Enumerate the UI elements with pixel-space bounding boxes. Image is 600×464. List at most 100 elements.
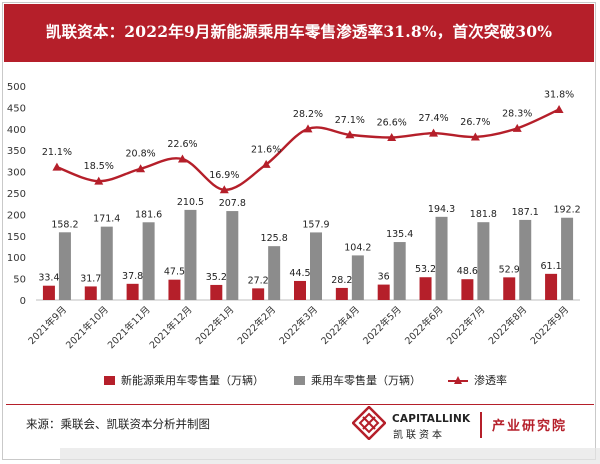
x-tick-label: 2022年7月 [444,304,487,347]
bar-nev-value-label: 35.2 [206,272,227,283]
rate-value-label: 26.6% [377,117,407,128]
bar-total [268,246,281,300]
y-tick-label: 450 [7,103,26,114]
bar-total-value-label: 207.8 [219,198,246,209]
bar-nev [503,277,516,300]
bar-nev [42,285,55,300]
bar-total [351,255,364,300]
bar-nev [252,288,265,300]
bar-nev-value-label: 28.2 [331,275,352,286]
chart-legend: 新能源乘用车零售量（万辆） 乘用车零售量（万辆） 渗透率 [0,372,600,388]
title-banner: 凯联资本：2022年9月新能源乘用车零售渗透率31.8%，首次突破30% [4,4,594,62]
rate-point-marker [429,128,439,137]
bar-total-value-label: 125.8 [261,233,288,244]
y-tick-label: 300 [7,168,26,179]
x-tick-label: 2021年11月 [105,304,153,352]
bar-total [100,226,113,300]
bar-nev-value-label: 44.5 [289,268,310,279]
x-tick-label: 2022年3月 [277,304,320,347]
rate-value-label: 26.7% [460,117,490,128]
rate-point-marker [303,124,313,133]
rate-point-marker [177,154,187,163]
y-tick-label: 50 [13,275,26,286]
bar-nev-value-label: 31.7 [80,273,101,284]
bar-total [393,242,406,300]
bar-total-value-label: 192.2 [553,205,580,216]
rate-value-label: 28.3% [502,108,532,119]
legend-label-nev: 新能源乘用车零售量（万辆） [121,374,264,387]
chart-title: 凯联资本：2022年9月新能源乘用车零售渗透率31.8%，首次突破30% [45,22,553,41]
bar-nev-value-label: 33.4 [38,273,59,284]
y-tick-label: 500 [7,82,26,93]
bar-total-value-label: 181.8 [470,209,497,220]
brand-name-en: CAPITALLINK [392,413,471,425]
bar-nev-value-label: 37.8 [122,271,143,282]
y-tick-label: 0 [20,296,26,307]
bar-total-value-label: 135.4 [386,229,413,240]
y-tick-label: 350 [7,146,26,157]
y-tick-label: 150 [7,232,26,243]
rate-point-marker [345,130,355,139]
rate-value-label: 27.1% [335,115,365,126]
rate-point-marker [261,159,271,168]
bar-total-value-label: 157.9 [302,219,329,230]
x-tick-label: 2022年4月 [319,304,362,347]
bar-nev [168,279,181,300]
x-tick-label: 2021年12月 [147,304,195,352]
y-tick-label: 250 [7,189,26,200]
legend-swatch-nev [104,375,115,385]
x-tick-label: 2022年1月 [193,304,236,347]
rate-value-label: 16.9% [209,170,239,181]
bar-total-value-label: 158.2 [51,219,78,230]
rate-value-label: 31.8% [544,89,574,100]
brand-name-cn: 凯联资本 [393,430,445,441]
bar-total-value-label: 104.2 [344,242,371,253]
bar-nev [545,273,558,300]
legend-label-rate: 渗透率 [474,374,507,387]
legend-item-nev: 新能源乘用车零售量（万辆） [104,372,264,388]
rate-value-label: 28.2% [293,109,323,120]
legend-item-total: 乘用车零售量（万辆） [294,372,421,388]
bar-nev-value-label: 27.2 [248,275,269,286]
bar-nev [294,280,306,300]
bar-total [184,209,197,300]
y-tick-label: 200 [7,210,26,221]
bar-total-value-label: 194.3 [428,204,455,215]
bar-total [561,217,574,300]
rate-value-label: 22.6% [167,139,197,150]
bar-nev-value-label: 48.6 [457,266,478,277]
bar-nev-value-label: 61.1 [540,261,561,272]
watermark-strip [60,448,600,464]
bar-total [58,232,71,300]
bar-total-value-label: 171.4 [93,214,120,225]
x-tick-label: 2022年9月 [528,304,571,347]
bar-total-value-label: 187.1 [512,207,539,218]
bar-nev [335,287,348,300]
rate-point-marker [554,104,564,113]
x-tick-label: 2022年5月 [361,304,404,347]
rate-point-marker [136,164,146,173]
rate-value-label: 20.8% [126,149,156,160]
bar-nev [84,286,97,300]
bar-total [142,222,155,300]
bar-total [435,216,448,300]
brand-separator [480,412,482,438]
brand-department: 产业研究院 [492,419,568,434]
legend-swatch-total [294,375,305,385]
y-tick-label: 400 [7,125,26,136]
rate-point-marker [387,132,397,141]
x-tick-label: 2022年2月 [235,304,278,347]
y-tick-label: 100 [7,253,26,264]
bar-nev-value-label: 47.5 [164,267,185,278]
bar-total-value-label: 181.6 [135,209,162,220]
bar-nev-value-label: 52.9 [499,264,520,275]
x-tick-label: 2021年10月 [63,304,111,352]
rate-value-label: 18.5% [84,161,114,172]
bar-nev-value-label: 53.2 [415,264,436,275]
bar-total [226,211,239,300]
bar-nev [461,279,474,300]
rate-point-marker [470,132,480,141]
rate-point-marker [219,185,229,194]
legend-label-total: 乘用车零售量（万辆） [311,374,421,387]
